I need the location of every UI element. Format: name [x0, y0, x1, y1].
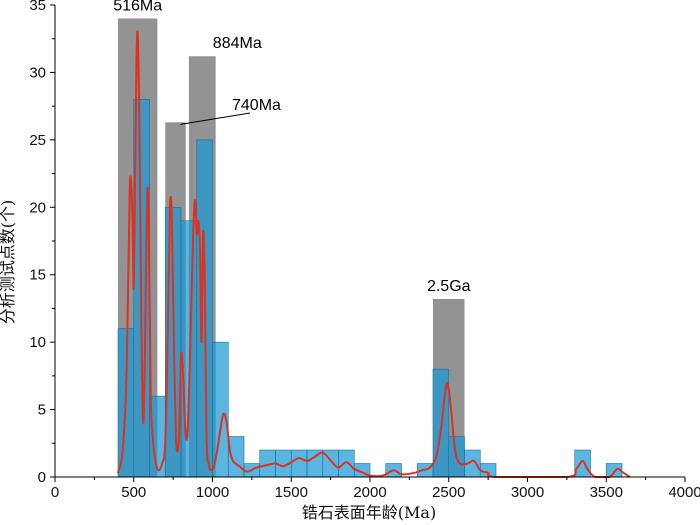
density-curve-layer [117, 30, 631, 479]
histogram-bar [574, 449, 591, 478]
y-tick-label: 0 [38, 469, 46, 486]
y-tick-label: 30 [29, 64, 46, 81]
x-tick-label: 1000 [196, 484, 229, 501]
y-tick-label: 25 [29, 132, 46, 149]
x-tick-label: 3000 [511, 484, 544, 501]
x-tick-label: 2500 [432, 484, 465, 501]
density-curve [117, 30, 631, 479]
y-tick-label: 5 [38, 402, 46, 419]
histogram-bar [338, 449, 355, 478]
y-tick-label: 15 [29, 267, 46, 284]
age-group-label: 516Ma [113, 0, 162, 14]
age-group-label: 884Ma [213, 35, 262, 52]
y-tick-label: 20 [29, 199, 46, 216]
x-tick-label: 4000 [668, 484, 700, 501]
x-tick-label: 500 [121, 484, 146, 501]
annotation-leader-line [180, 112, 251, 125]
x-tick-label: 1500 [275, 484, 308, 501]
y-tick-label: 10 [29, 334, 46, 351]
histogram-bar [180, 220, 198, 478]
histogram-bar [212, 341, 229, 478]
histogram-bar [290, 449, 308, 478]
axes-layer: 0 500 1000 1500 2000 2500 3000 3500 4000 0 5 10 15 20… [29, 0, 700, 501]
y-tick-label: 35 [29, 0, 46, 14]
x-tick-label: 3500 [590, 484, 623, 501]
x-axis-title: 锆石表面年龄(Ma) [302, 503, 436, 522]
age-group-label: 2.5Ga [427, 278, 471, 295]
y-axis-title: 分析测试点数(个) [0, 200, 17, 325]
age-group-label: 740Ma [232, 97, 281, 114]
x-tick-label: 0 [51, 484, 59, 501]
annotations-layer: 516Ma 740Ma 884Ma 2.5Ga [113, 0, 470, 295]
x-tick-label: 2000 [353, 484, 386, 501]
